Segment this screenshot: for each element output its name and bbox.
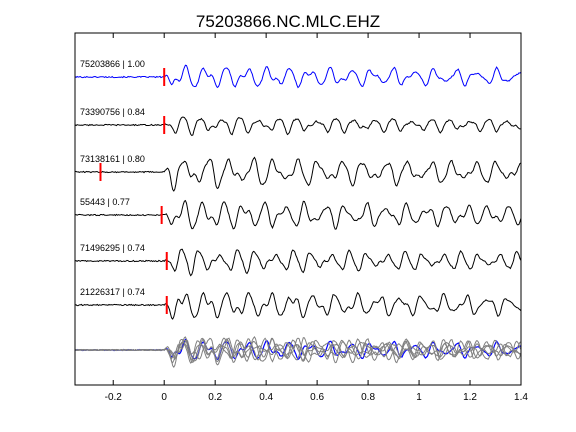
plot-frame: [74, 32, 522, 386]
x-axis: -0.2 0 0.2 0.4 0.6 0.8 1 1.2 1.4: [105, 33, 528, 403]
x-tick-label: 0.4: [259, 392, 273, 403]
traces-group: [74, 64, 522, 368]
overlay-trace: [74, 336, 522, 368]
trace-line: [74, 199, 522, 230]
overlay-trace: [74, 338, 522, 364]
chart-title: 75203866.NC.MLC.EHZ: [196, 12, 380, 31]
x-tick-label: 1.2: [463, 392, 477, 403]
trace-line: [74, 291, 522, 320]
x-tick-label: 0.6: [310, 392, 324, 403]
trace-label: 55443 | 0.77: [80, 197, 130, 207]
x-tick-label: 0: [161, 392, 167, 403]
x-tick-label: -0.2: [105, 392, 123, 403]
trace-label: 75203866 | 1.00: [80, 59, 145, 69]
x-tick-label: 1: [416, 392, 422, 403]
x-tick-label: 1.4: [514, 392, 528, 403]
trace-label: 73390756 | 0.84: [80, 107, 145, 117]
trace-line: [74, 156, 522, 192]
x-tick-label: 0.2: [208, 392, 222, 403]
pick-markers-group: [99, 68, 168, 314]
x-tick-label: 0.8: [361, 392, 375, 403]
trace-label: 21226317 | 0.74: [80, 287, 145, 297]
trace-labels-group: 75203866 | 1.00 73390756 | 0.84 73138161 |…: [80, 59, 145, 297]
trace-label: 73138161 | 0.80: [80, 154, 145, 164]
trace-line: [74, 248, 522, 277]
trace-label: 71496295 | 0.74: [80, 243, 145, 253]
trace-line: [74, 116, 522, 137]
trace-line: [74, 64, 522, 89]
